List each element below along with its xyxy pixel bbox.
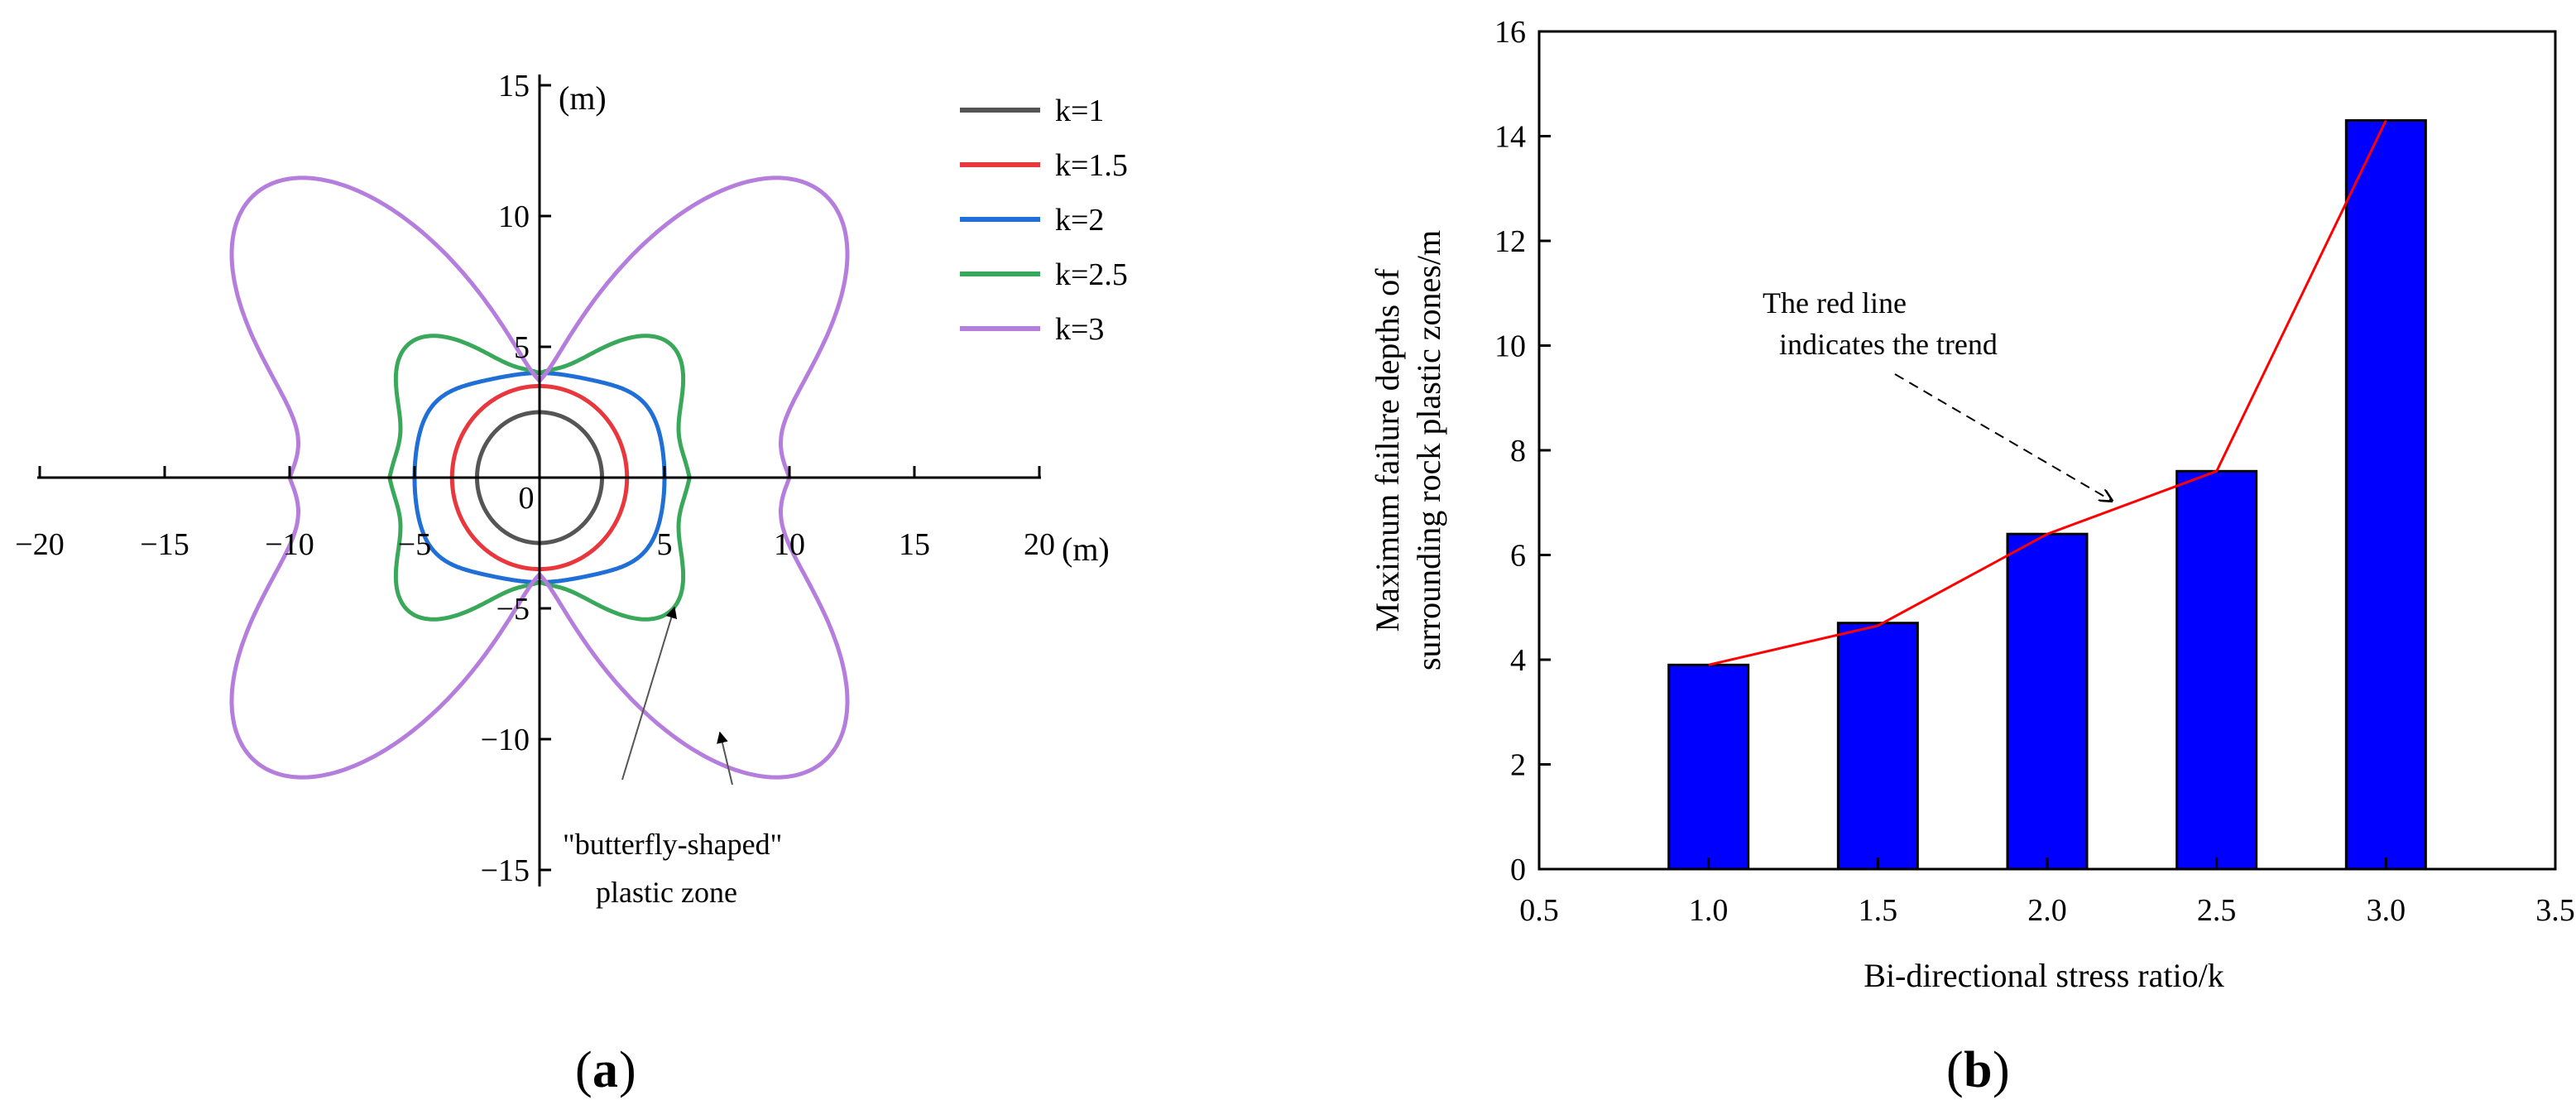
svg-text:b: b — [1964, 1042, 1992, 1098]
x-tick-label: 2.5 — [2197, 893, 2237, 928]
legend: k=1 k=1.5 k=2 k=2.5 k=3 — [960, 94, 1128, 347]
y-axis-label-line1: Maximum failure depths of — [1369, 268, 1406, 632]
annotation-arrow-right — [717, 731, 733, 786]
legend-label: k=2 — [1055, 203, 1104, 238]
y-tick-label: 15 — [498, 69, 530, 103]
y-tick-label: 12 — [1494, 224, 1526, 259]
y-axis-label-line2: surrounding rock plastic zones/m — [1410, 230, 1447, 670]
y-tick-label: 8 — [1510, 434, 1526, 468]
panel-a-ticks: −20 −15 −10 −5 5 10 15 20 0 15 10 5 −5 −10 −15 — [15, 69, 1055, 888]
y-tick-label: 6 — [1510, 539, 1526, 574]
panel-label-a: ( a ) — [575, 1042, 636, 1098]
x-axis-label: Bi-directional stress ratio/k — [1864, 957, 2223, 994]
trend-line — [1708, 119, 2387, 666]
svg-text:): ) — [619, 1042, 636, 1098]
x-tick-label: 3.5 — [2535, 893, 2575, 928]
y-tick-label: 2 — [1510, 748, 1526, 783]
bars — [1667, 119, 2427, 871]
y-tick-label: 10 — [1494, 329, 1526, 364]
bar-1.5 — [1836, 622, 1919, 871]
bar-2.5 — [2175, 469, 2258, 871]
legend-label: k=3 — [1055, 312, 1104, 347]
trend-annotation-arrow — [1894, 373, 2112, 501]
y-axis-unit: (m) — [559, 79, 607, 117]
annotation-arrow-left — [621, 606, 678, 781]
x-tick-label: 10 — [774, 527, 805, 562]
y-tick-label: 14 — [1494, 120, 1526, 155]
x-axis-unit: (m) — [1062, 531, 1110, 568]
panel-b-bar-chart: 0.5 1.0 1.5 2.0 2.5 3.0 3.5 0 2 4 6 8 10 12 14 16 Bi-di… — [1369, 15, 2575, 1098]
x-tick-label: 3.0 — [2367, 893, 2406, 928]
y-tick-label: 16 — [1494, 15, 1526, 50]
bar-1.0 — [1667, 663, 1750, 871]
annotation-text-line1: "butterfly-shaped" — [563, 828, 782, 861]
svg-text:(: ( — [1946, 1042, 1964, 1098]
panel-a-plastic-zone-chart: −20 −15 −10 −5 5 10 15 20 0 15 10 5 −5 −10 −15 (m) (m)… — [15, 69, 1128, 1098]
y-tick-label: −15 — [481, 853, 530, 888]
y-tick-label: 4 — [1510, 643, 1526, 678]
x-tick-label: 20 — [1024, 527, 1055, 562]
x-tick-label: 1.0 — [1689, 893, 1729, 928]
panel-label-b: ( b ) — [1946, 1042, 2010, 1098]
bar-3.0 — [2344, 119, 2427, 871]
y-tick-label: 5 — [514, 330, 530, 365]
x-tick-label: 15 — [899, 527, 930, 562]
y-tick-label: 0 — [1510, 853, 1526, 887]
x-tick-label: 2.0 — [2027, 893, 2067, 928]
x-tick-label: 5 — [657, 527, 673, 562]
y-tick-label: 10 — [498, 199, 530, 234]
annotation-text-line2: plastic zone — [596, 876, 737, 909]
x-tick-label: 0.5 — [1519, 893, 1559, 928]
y-tick-label: −10 — [481, 723, 530, 757]
x-tick-label: 1.5 — [1859, 893, 1898, 928]
svg-text:a: a — [592, 1042, 618, 1098]
y-tick-label: −5 — [496, 592, 530, 627]
trend-annotation-line1: The red line — [1763, 286, 1907, 319]
x-tick-label: −15 — [140, 527, 189, 562]
origin-label: 0 — [519, 481, 535, 516]
x-tick-label: −20 — [15, 527, 64, 562]
panel-b-ticks: 0.5 1.0 1.5 2.0 2.5 3.0 3.5 0 2 4 6 8 10 12 14 16 — [1494, 15, 2575, 928]
legend-label: k=2.5 — [1055, 257, 1128, 292]
legend-label: k=1 — [1055, 94, 1104, 128]
x-tick-label: −5 — [398, 527, 431, 562]
trend-annotation-line2: indicates the trend — [1779, 328, 1998, 361]
bar-2.0 — [2006, 532, 2089, 871]
legend-label: k=1.5 — [1055, 148, 1128, 183]
x-tick-label: −10 — [265, 527, 314, 562]
svg-text:): ) — [1993, 1042, 2010, 1098]
svg-text:(: ( — [575, 1042, 592, 1098]
